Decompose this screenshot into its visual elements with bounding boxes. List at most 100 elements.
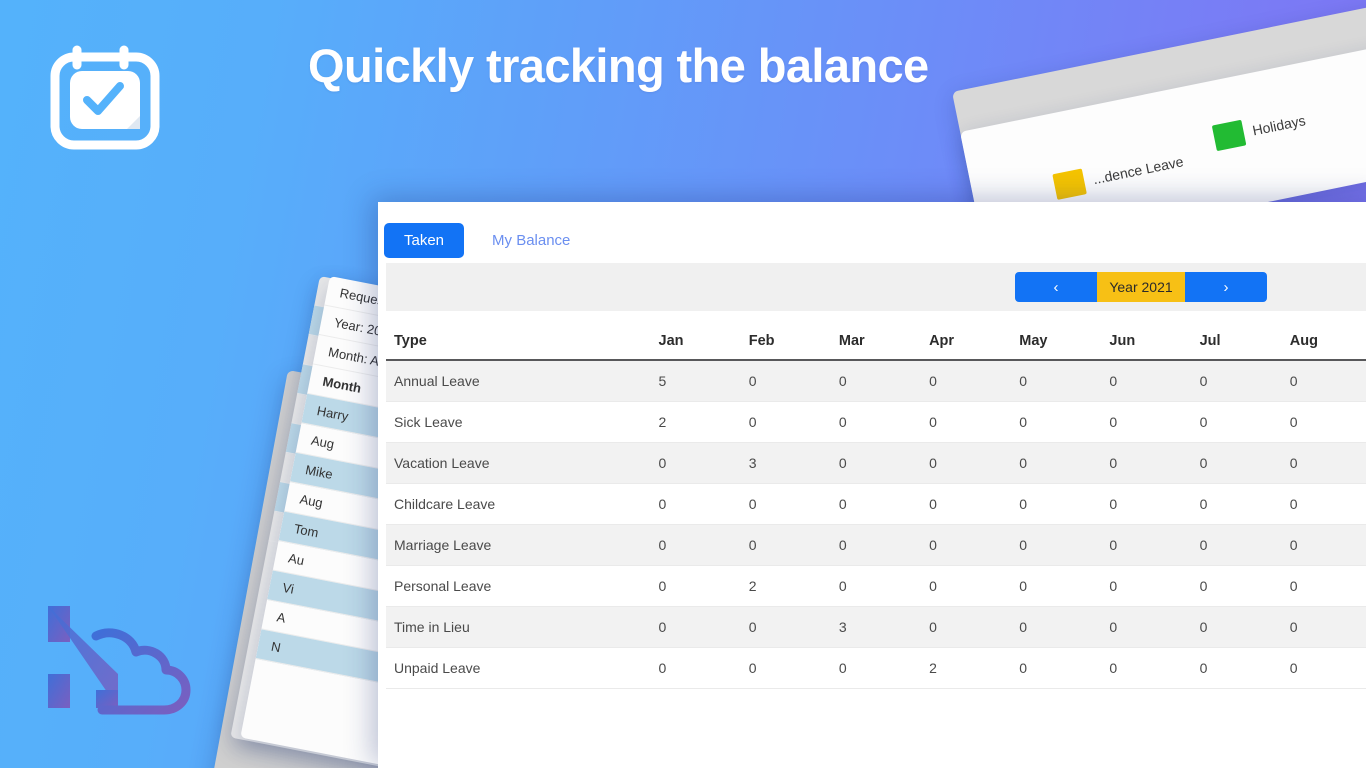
cell-feb: 0 [748, 483, 839, 525]
cell-feb: 0 [748, 647, 839, 689]
table-row[interactable]: Sick Leave 2 0 0 0 0 0 0 0 [386, 401, 1366, 443]
cell-mar: 0 [838, 483, 930, 525]
cell-jul: 0 [1199, 524, 1290, 566]
cell-jan: 0 [658, 524, 749, 566]
table-row[interactable]: Time in Lieu 0 0 3 0 0 0 0 0 [386, 606, 1366, 648]
cell-apr: 0 [929, 360, 1020, 402]
prev-year-button[interactable]: ‹ [1015, 272, 1097, 302]
cell-mar: 0 [838, 360, 930, 402]
column-header-jul[interactable]: Jul [1199, 325, 1290, 361]
cell-jun: 0 [1109, 524, 1200, 566]
cell-type: Time in Lieu [386, 606, 659, 648]
table-header-row: Type Jan Feb Mar Apr May Jun Jul Aug [386, 325, 1366, 361]
color-swatch-leave [1052, 168, 1087, 200]
cell-type: Annual Leave [386, 360, 659, 402]
cell-apr: 2 [929, 647, 1020, 689]
year-navigator: ‹ Year 2021 › [1015, 272, 1267, 302]
cell-aug: 0 [1289, 647, 1366, 689]
background-item-label-holidays: Holidays [1251, 112, 1307, 139]
n-cloud-logo-icon [40, 598, 208, 716]
cell-jul: 0 [1199, 442, 1290, 484]
cell-jan: 5 [658, 360, 749, 402]
cell-may: 0 [1019, 524, 1110, 566]
cell-apr: 0 [929, 606, 1020, 648]
cell-jan: 0 [658, 606, 749, 648]
cell-type: Personal Leave [386, 565, 659, 607]
table-row[interactable]: Personal Leave 0 2 0 0 0 0 0 0 [386, 565, 1366, 607]
cell-type: Unpaid Leave [386, 647, 659, 689]
cell-apr: 0 [929, 483, 1020, 525]
leave-taken-table: Type Jan Feb Mar Apr May Jun Jul Aug Ann… [386, 325, 1366, 689]
page-title: Quickly tracking the balance [308, 39, 929, 92]
column-header-type[interactable]: Type [386, 325, 659, 361]
tab-bar: Taken My Balance [378, 202, 1366, 260]
cell-may: 0 [1019, 606, 1110, 648]
column-header-may[interactable]: May [1019, 325, 1110, 361]
table-row[interactable]: Annual Leave 5 0 0 0 0 0 0 0 [386, 360, 1366, 402]
cell-mar: 0 [838, 524, 930, 566]
cell-feb: 3 [748, 442, 839, 484]
cell-jun: 0 [1109, 360, 1200, 402]
table-body: Annual Leave 5 0 0 0 0 0 0 0 Sick Leave … [386, 360, 1366, 689]
cell-jan: 0 [658, 565, 749, 607]
cell-jul: 0 [1199, 647, 1290, 689]
cell-may: 0 [1019, 442, 1110, 484]
cell-jun: 0 [1109, 442, 1200, 484]
cell-mar: 0 [838, 442, 930, 484]
tab-my-balance[interactable]: My Balance [492, 231, 571, 249]
background-person-name: Adele Vance [1291, 65, 1366, 97]
cell-may: 0 [1019, 647, 1110, 689]
table-header: Type Jan Feb Mar Apr May Jun Jul Aug [386, 325, 1366, 361]
cell-feb: 0 [748, 401, 839, 443]
cell-aug: 0 [1289, 483, 1366, 525]
cell-apr: 0 [929, 401, 1020, 443]
cell-type: Vacation Leave [386, 442, 659, 484]
column-header-mar[interactable]: Mar [838, 325, 930, 361]
cell-jun: 0 [1109, 606, 1200, 648]
cell-aug: 0 [1289, 401, 1366, 443]
tab-taken[interactable]: Taken [384, 222, 465, 258]
cell-feb: 2 [748, 565, 839, 607]
cell-feb: 0 [748, 360, 839, 402]
cell-may: 0 [1019, 360, 1110, 402]
cell-aug: 0 [1289, 360, 1366, 402]
column-header-feb[interactable]: Feb [748, 325, 839, 361]
cell-jun: 0 [1109, 401, 1200, 443]
cell-feb: 0 [748, 524, 839, 566]
cell-type: Marriage Leave [386, 524, 659, 566]
current-year-label[interactable]: Year 2021 [1097, 272, 1185, 302]
cell-apr: 0 [929, 442, 1020, 484]
cell-apr: 0 [929, 565, 1020, 607]
cell-apr: 0 [929, 524, 1020, 566]
cell-jan: 0 [658, 483, 749, 525]
column-header-apr[interactable]: Apr [929, 325, 1020, 361]
background-calendar-icon [293, 353, 359, 419]
cell-jan: 0 [658, 442, 749, 484]
next-year-button[interactable]: › [1185, 272, 1267, 302]
cell-jul: 0 [1199, 401, 1290, 443]
cell-feb: 0 [748, 606, 839, 648]
cell-jun: 0 [1109, 647, 1200, 689]
column-header-aug[interactable]: Aug [1289, 325, 1366, 361]
table-row[interactable]: Childcare Leave 0 0 0 0 0 0 0 0 [386, 483, 1366, 525]
cell-mar: 0 [838, 647, 930, 689]
column-header-jun[interactable]: Jun [1109, 325, 1200, 361]
table-row[interactable]: Marriage Leave 0 0 0 0 0 0 0 0 [386, 524, 1366, 566]
cell-jul: 0 [1199, 360, 1290, 402]
cell-type: Sick Leave [386, 401, 659, 443]
cell-mar: 0 [838, 565, 930, 607]
avatar [1256, 77, 1288, 109]
cell-jul: 0 [1199, 483, 1290, 525]
table-row[interactable]: Unpaid Leave 0 0 0 2 0 0 0 0 [386, 647, 1366, 689]
column-header-jan[interactable]: Jan [658, 325, 749, 361]
background-item-label-leave: ...dence Leave [1091, 153, 1185, 188]
cell-aug: 0 [1289, 606, 1366, 648]
app-panel: Taken My Balance ‹ Year 2021 › Type Jan … [378, 202, 1366, 768]
cell-type: Childcare Leave [386, 483, 659, 525]
toolbar: ‹ Year 2021 › [386, 263, 1366, 311]
cell-aug: 0 [1289, 442, 1366, 484]
cell-jan: 2 [658, 401, 749, 443]
cell-jul: 0 [1199, 565, 1290, 607]
table-row[interactable]: Vacation Leave 0 3 0 0 0 0 0 0 [386, 442, 1366, 484]
